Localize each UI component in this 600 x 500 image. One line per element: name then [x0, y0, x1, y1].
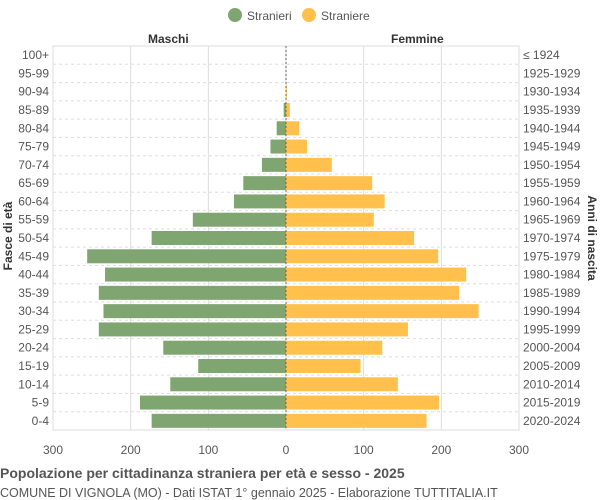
bar-female-70-74	[286, 157, 332, 172]
labels: 300 200 100 0 100 200 300 100+ ≤ 1924 95-99 1925-1…	[18, 48, 580, 457]
bar-male-35-39	[98, 285, 286, 300]
bar-female-30-34	[286, 304, 479, 319]
y-tick-label-age: 85-89	[18, 103, 49, 117]
bar-female-10-14	[286, 377, 398, 392]
y-tick-label-birth-year: 2020-2024	[523, 414, 581, 428]
bar-female-35-39	[286, 285, 460, 300]
bar-female-85-89	[286, 103, 290, 117]
x-tick-label: 200	[431, 443, 451, 457]
y-tick-label-age: 40-44	[18, 268, 49, 282]
chart-subtitle: COMUNE DI VIGNOLA (MO) - Dati ISTAT 1° g…	[0, 486, 498, 500]
bar-male-85-89	[283, 103, 286, 117]
bar-female-55-59	[286, 212, 374, 227]
y-tick-label-birth-year: 1935-1939	[523, 103, 581, 117]
legend-marker-stranieri	[228, 8, 242, 22]
y-tick-label-age: 55-59	[18, 213, 49, 227]
bar-male-40-44	[105, 267, 286, 282]
x-tick-label: 200	[121, 443, 141, 457]
y-tick-label-age: 5-9	[32, 396, 50, 410]
bar-female-65-69	[286, 176, 373, 191]
y-tick-label-birth-year: 2000-2004	[523, 341, 581, 355]
y-tick-label-birth-year: 1960-1964	[523, 194, 581, 208]
y-tick-label-birth-year: 1955-1959	[523, 176, 581, 190]
bar-female-15-19	[286, 359, 361, 373]
y-tick-label-birth-year: 1980-1984	[523, 268, 581, 282]
y-tick-label-birth-year: 1925-1929	[523, 66, 581, 80]
bar-male-55-59	[192, 212, 286, 227]
bar-male-30-34	[103, 304, 286, 319]
x-tick-label: 100	[354, 443, 374, 457]
bar-male-60-64	[233, 194, 286, 209]
y-tick-label-birth-year: 1970-1974	[523, 231, 581, 245]
y-tick-label-birth-year: 1950-1954	[523, 158, 581, 172]
legend-label-stranieri: Stranieri	[247, 9, 292, 23]
y-tick-label-age: 10-14	[18, 377, 49, 391]
bar-female-80-84	[286, 121, 300, 136]
bar-male-10-14	[170, 377, 286, 392]
y-tick-label-birth-year: ≤ 1924	[523, 48, 560, 62]
legend-marker-straniere	[302, 8, 316, 22]
y-tick-label-birth-year: 1985-1989	[523, 286, 581, 300]
y-tick-label-birth-year: 1990-1994	[523, 304, 581, 318]
legend: Stranieri Straniere	[228, 8, 370, 23]
y-tick-label-birth-year: 2015-2019	[523, 396, 581, 410]
y-tick-label-age: 60-64	[18, 194, 49, 208]
bar-male-45-49	[87, 249, 286, 264]
y-tick-label-age: 75-79	[18, 140, 49, 154]
y-tick-label-age: 45-49	[18, 249, 49, 263]
y-tick-label-age: 90-94	[18, 85, 49, 99]
x-tick-label: 300	[509, 443, 529, 457]
bar-male-0-4	[151, 413, 286, 428]
y-tick-label-birth-year: 1995-1999	[523, 322, 581, 336]
bars	[87, 46, 479, 430]
y-axis-title: Fasce di età	[1, 201, 15, 270]
y-tick-label-age: 20-24	[18, 341, 49, 355]
x-tick-label: 100	[198, 443, 218, 457]
y-tick-label-age: 0-4	[32, 414, 50, 428]
y-axis-title-right: Anni di nascita	[585, 195, 599, 281]
y-tick-label-birth-year: 2010-2014	[523, 377, 581, 391]
bar-female-0-4	[286, 413, 427, 428]
y-tick-label-birth-year: 1930-1934	[523, 85, 581, 99]
bar-male-75-79	[270, 139, 286, 154]
x-tick-label: 300	[43, 443, 63, 457]
chart-title: Popolazione per cittadinanza straniera p…	[0, 465, 405, 481]
left-header: Maschi	[148, 32, 189, 46]
bar-female-60-64	[286, 194, 385, 209]
bar-female-75-79	[286, 139, 307, 154]
y-tick-label-birth-year: 1945-1949	[523, 140, 581, 154]
bar-male-20-24	[163, 340, 286, 355]
y-tick-label-age: 70-74	[18, 158, 49, 172]
bar-male-5-9	[139, 395, 286, 410]
y-tick-label-age: 65-69	[18, 176, 49, 190]
x-tick-label: 0	[283, 443, 290, 457]
y-tick-label-age: 15-19	[18, 359, 49, 373]
y-tick-label-age: 95-99	[18, 66, 49, 80]
y-tick-label-age: 50-54	[18, 231, 49, 245]
y-tick-label-age: 100+	[22, 48, 49, 62]
bar-female-5-9	[286, 395, 440, 410]
y-tick-label-age: 30-34	[18, 304, 49, 318]
y-tick-label-age: 35-39	[18, 286, 49, 300]
bar-male-50-54	[151, 231, 286, 245]
legend-label-straniere: Straniere	[321, 9, 370, 23]
bar-male-70-74	[261, 157, 286, 172]
bar-female-25-29	[286, 322, 408, 337]
bar-male-65-69	[243, 176, 286, 191]
y-tick-label-birth-year: 1975-1979	[523, 249, 581, 263]
bar-female-45-49	[286, 249, 439, 264]
y-tick-label-birth-year: 1965-1969	[523, 213, 581, 227]
right-header: Femmine	[391, 32, 444, 46]
bar-male-25-29	[98, 322, 286, 337]
y-tick-label-birth-year: 2005-2009	[523, 359, 581, 373]
bar-female-50-54	[286, 231, 415, 245]
y-tick-label-age: 25-29	[18, 322, 49, 336]
y-tick-label-age: 80-84	[18, 121, 49, 135]
y-tick-label-birth-year: 1940-1944	[523, 121, 581, 135]
bar-male-80-84	[276, 121, 286, 136]
bar-female-20-24	[286, 340, 383, 355]
bar-male-15-19	[198, 359, 286, 373]
bar-female-40-44	[286, 267, 467, 282]
